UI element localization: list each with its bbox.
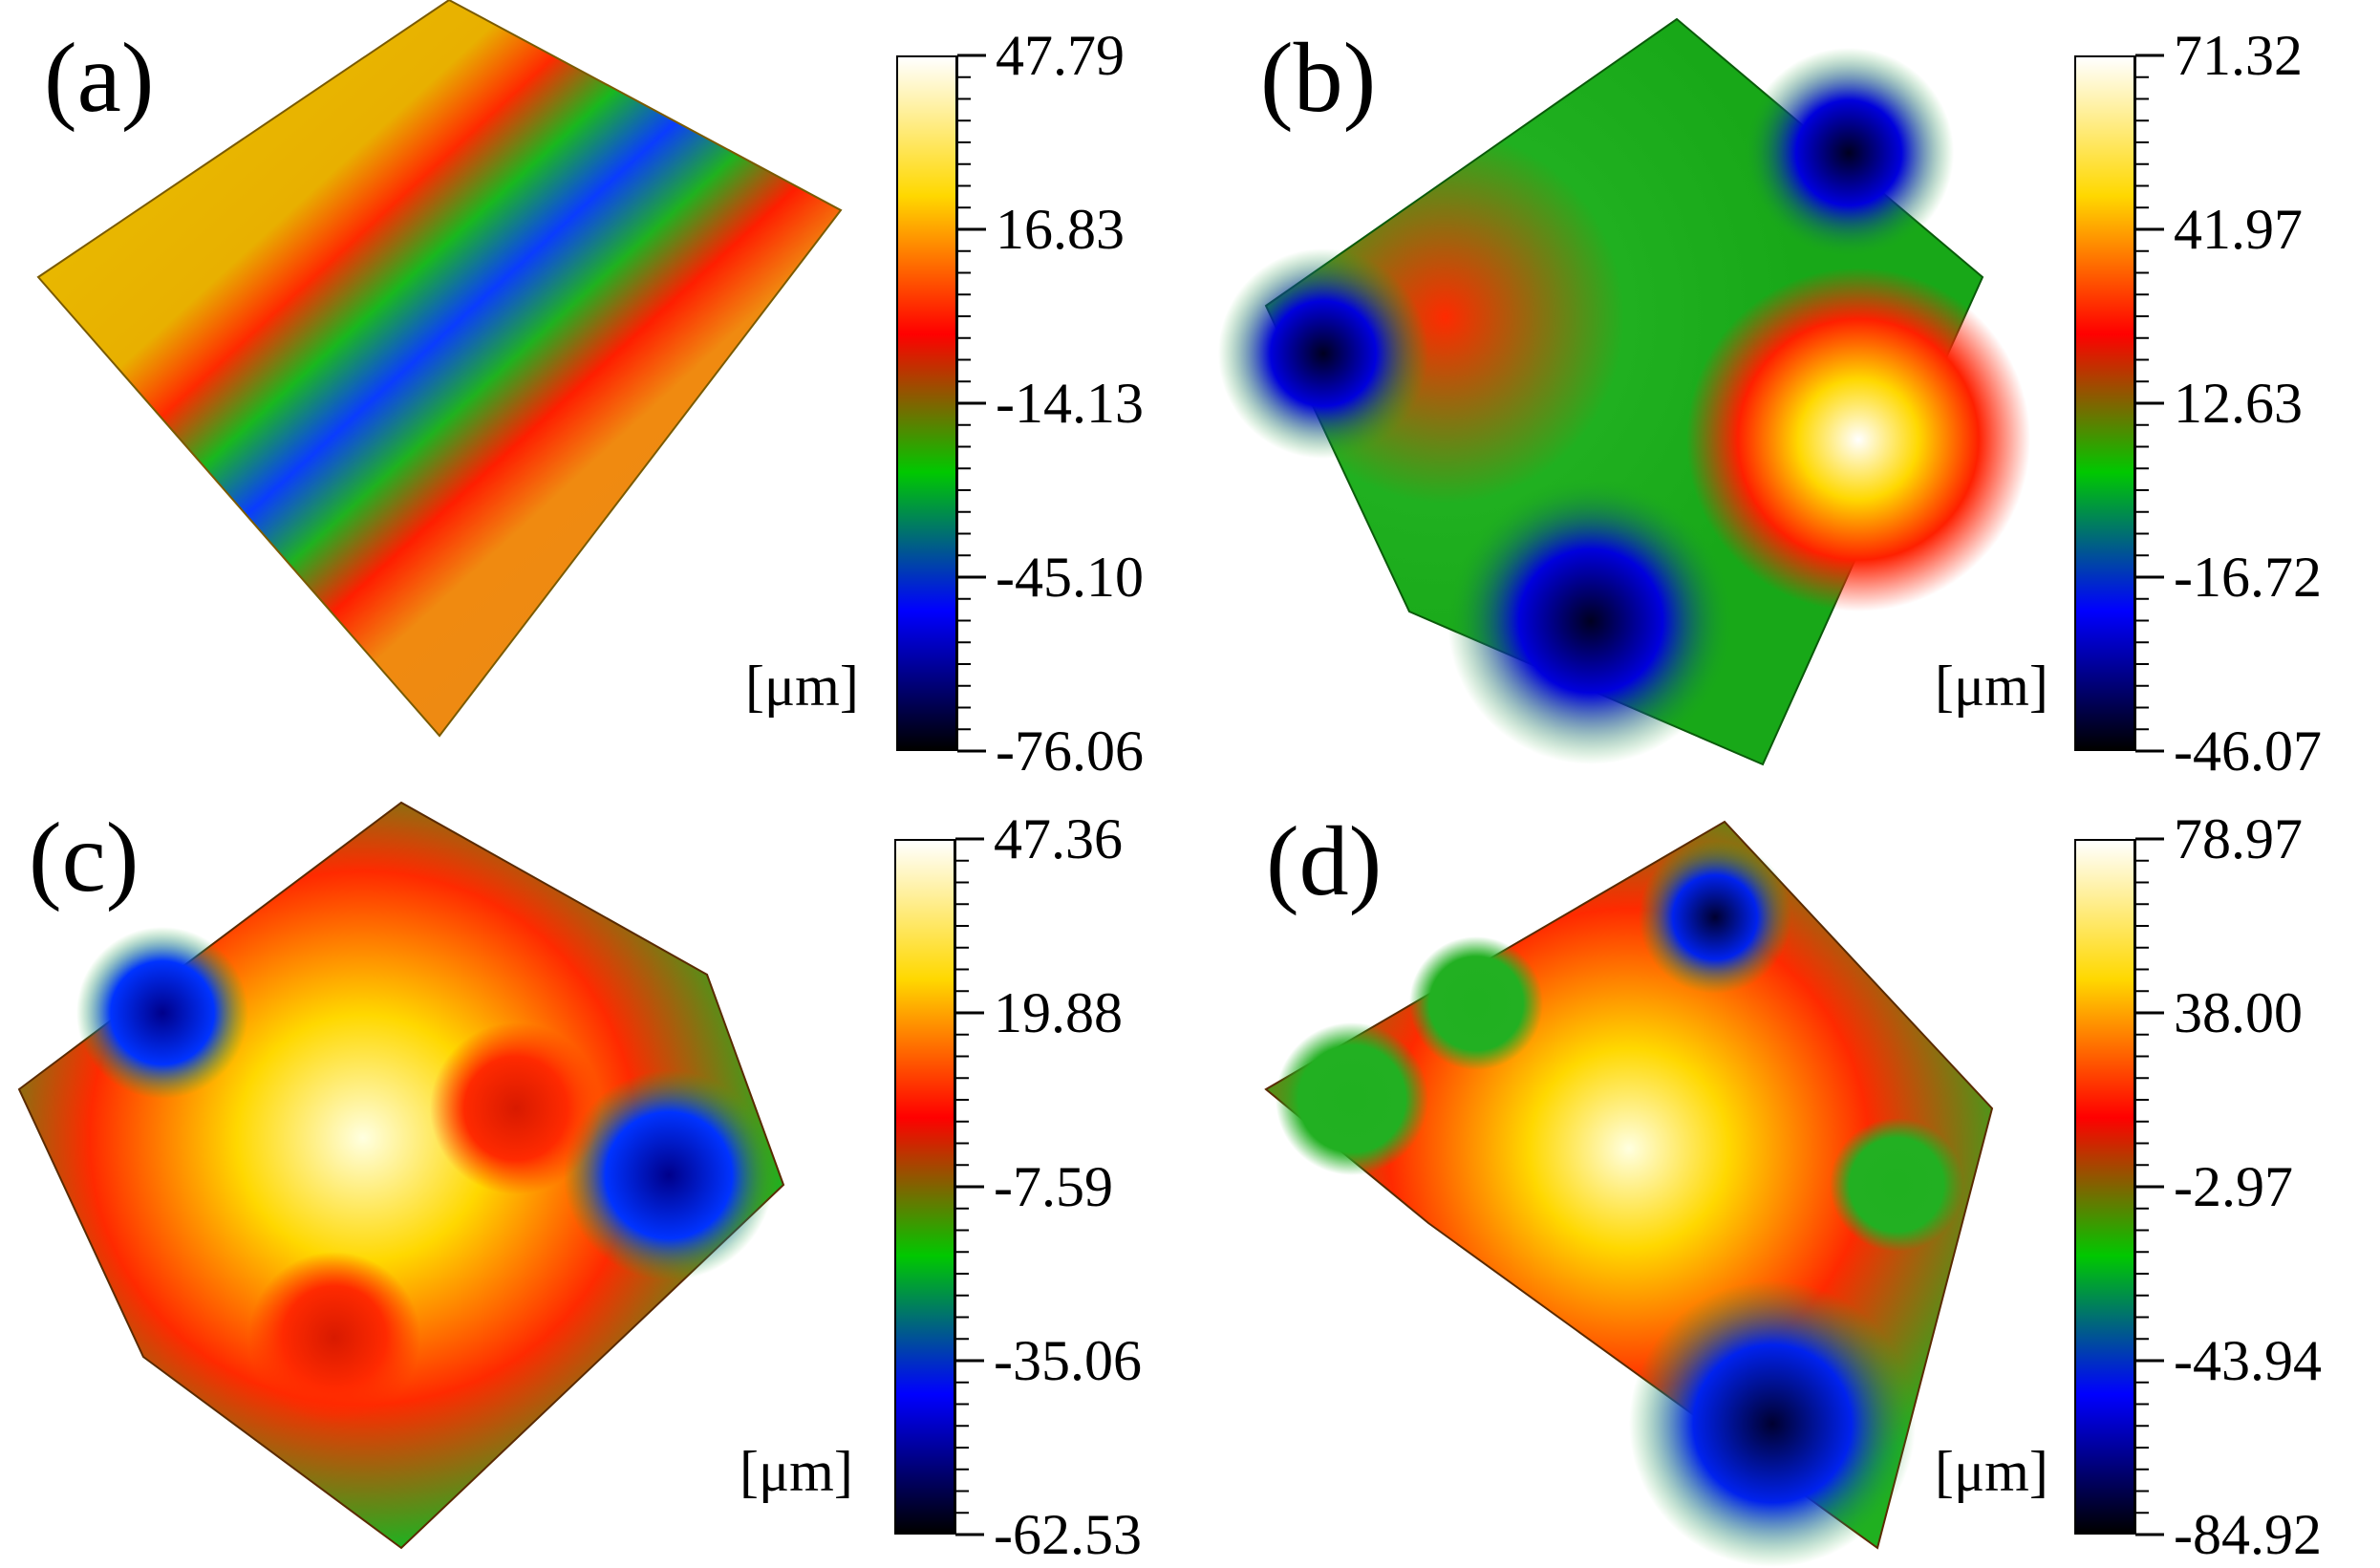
colorbar-ticks — [2135, 837, 2164, 1536]
scale-max: 47.36 — [994, 807, 1123, 870]
scale-tick-2: 38.00 — [2174, 981, 2303, 1044]
scale-max: 78.97 — [2174, 807, 2303, 870]
height-map-surface-a — [36, 0, 843, 738]
colorbar-ticks — [2135, 54, 2164, 753]
height-map-surface-b — [1218, 17, 2030, 766]
scale-tick-3: -7.59 — [994, 1155, 1113, 1218]
scale-min: -76.06 — [996, 720, 1144, 783]
height-map-surface-d — [1264, 820, 1994, 1567]
colorbar — [896, 55, 957, 751]
panel-a: (a) [μm] 47.79 16.83 -14.13 -45.10 -76.0… — [0, 0, 1190, 784]
scale-tick-3: -14.13 — [996, 372, 1144, 435]
scale-tick-4: -35.06 — [994, 1329, 1142, 1392]
panel-label: (c) — [29, 803, 139, 913]
colorbar-ticks — [957, 54, 986, 753]
scale-max: 71.32 — [2174, 24, 2303, 87]
colorbar — [2074, 839, 2135, 1535]
panel-label: (a) — [44, 23, 155, 133]
scale-tick-3: 12.63 — [2174, 372, 2303, 435]
panel-label: (d) — [1266, 806, 1383, 916]
panel-c: (c) [μm] 47.36 19.88 -7.59 -35.06 -62.53 — [0, 784, 1190, 1568]
colorbar — [2074, 55, 2135, 751]
scale-max: 47.79 — [996, 24, 1125, 87]
scale-min: -62.53 — [994, 1503, 1142, 1566]
panel-d: (d) [μm] 78.97 38.00 -2.97 -43.94 -84.92 — [1190, 784, 2380, 1568]
unit-label: [μm] — [740, 1440, 853, 1503]
colorbar-ticks — [955, 837, 984, 1536]
scale-tick-4: -45.10 — [996, 546, 1144, 609]
unit-label: [μm] — [745, 655, 859, 718]
height-map-surface-c — [17, 801, 785, 1550]
colorbar — [894, 839, 955, 1535]
unit-label: [μm] — [1935, 655, 2048, 718]
scale-tick-4: -16.72 — [2174, 546, 2322, 609]
scale-tick-4: -43.94 — [2174, 1329, 2322, 1392]
scale-tick-3: -2.97 — [2174, 1155, 2293, 1218]
scale-tick-2: 41.97 — [2174, 198, 2303, 261]
panel-b: (b) [μm] 71.32 41.97 12.63 -16.72 -46.07 — [1190, 0, 2380, 784]
scale-tick-2: 19.88 — [994, 981, 1123, 1044]
scale-min: -46.07 — [2174, 720, 2322, 783]
scale-min: -84.92 — [2174, 1503, 2322, 1566]
unit-label: [μm] — [1935, 1440, 2048, 1503]
scale-tick-2: 16.83 — [996, 198, 1125, 261]
panel-label: (b) — [1260, 23, 1377, 133]
